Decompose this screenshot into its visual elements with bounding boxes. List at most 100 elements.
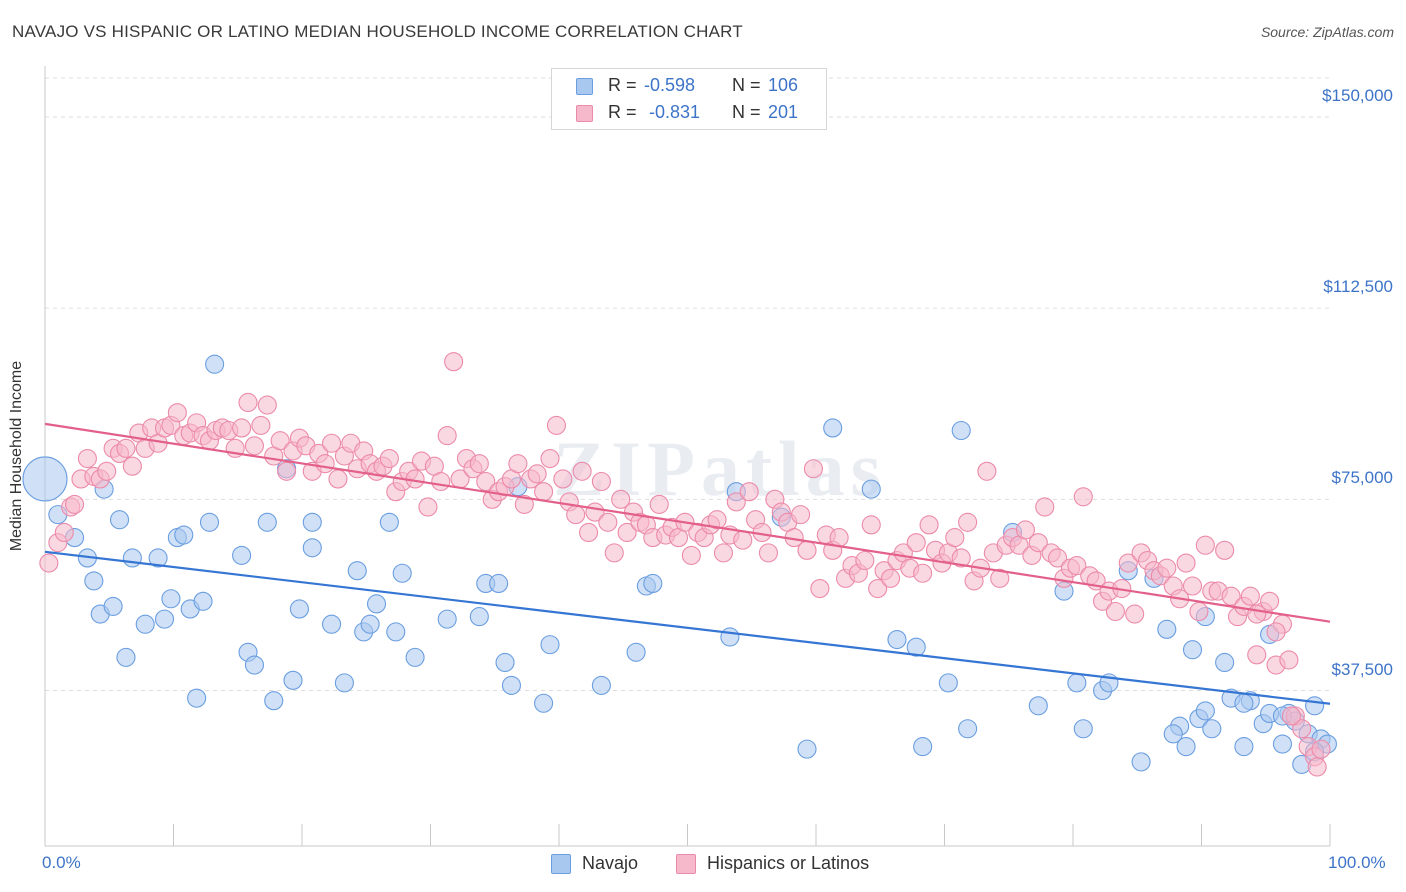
navajo-point	[495, 652, 515, 673]
hispanic-point	[1182, 576, 1203, 596]
hispanic-point	[1189, 601, 1209, 622]
hispanic-point	[990, 568, 1010, 588]
hispanic-point	[1157, 558, 1177, 578]
hispanic-point	[572, 461, 592, 481]
hispanic-point	[54, 522, 74, 543]
hispanic-point	[444, 352, 464, 372]
hispanic-point	[861, 515, 881, 535]
navajo-point	[1234, 737, 1254, 757]
navajo-point	[289, 599, 309, 619]
hispanic-point	[116, 438, 136, 458]
hispanic-point	[1247, 645, 1267, 665]
hispanic-point	[803, 459, 823, 479]
navajo-point	[302, 512, 322, 532]
navajo-point	[1176, 737, 1196, 757]
navajo-point	[469, 607, 489, 627]
navajo-point	[232, 545, 252, 565]
hispanic-point	[579, 522, 599, 543]
navajo-point	[823, 418, 843, 438]
legend-label: Hispanics or Latinos	[707, 853, 870, 873]
hispanic-point	[855, 550, 875, 571]
navajo-point	[797, 739, 817, 759]
hispanic-point	[1035, 497, 1055, 517]
navajo-point	[174, 525, 194, 545]
navajo-point	[626, 642, 646, 662]
r-label: R =	[608, 102, 637, 122]
navajo-point	[913, 737, 933, 757]
navajo-point	[489, 573, 509, 594]
navajo-point	[1073, 719, 1093, 739]
hispanic-point	[958, 512, 978, 532]
hispanic-point	[1176, 553, 1196, 573]
navajo-point	[161, 589, 181, 609]
navajo-point	[148, 548, 168, 568]
hispanic-trend-line	[44, 422, 1331, 623]
navajo-point	[501, 675, 522, 695]
hispanic-point	[681, 545, 701, 565]
hispanic-point	[431, 471, 451, 492]
y-tick-label: $150,000	[1322, 86, 1393, 105]
navajo-point	[540, 635, 560, 655]
legend-label: Navajo	[582, 853, 639, 873]
navajo-point	[1182, 640, 1203, 660]
hispanic-point	[1048, 548, 1068, 568]
n-label: N =	[732, 75, 761, 95]
hispanic-swatch	[576, 105, 593, 122]
hispanic-point	[604, 543, 624, 563]
hispanic-point	[1266, 622, 1286, 642]
hispanic-point	[1240, 586, 1260, 606]
navajo-trend-line	[44, 550, 1331, 705]
hispanic-point	[437, 426, 457, 446]
hispanic-point	[527, 464, 547, 484]
hispanic-point	[951, 548, 971, 568]
hispanic-point	[244, 436, 265, 456]
navajo-point	[906, 637, 926, 657]
navajo-point	[22, 456, 68, 502]
hispanic-point	[791, 505, 811, 525]
hispanic-point	[591, 471, 611, 492]
hispanic-point	[1028, 533, 1048, 553]
hispanic-point	[315, 454, 335, 474]
hispanic-point	[1195, 535, 1215, 555]
navajo-point	[1195, 701, 1215, 721]
navajo-point	[437, 609, 457, 629]
navajo-point	[591, 675, 611, 695]
navajo-point	[257, 512, 277, 532]
hispanic-point	[65, 494, 85, 514]
hispanic-point	[829, 528, 849, 548]
navajo-point	[199, 512, 220, 532]
hispanic-point	[277, 461, 297, 481]
hispanic-point	[868, 578, 888, 599]
hispanic-point	[1311, 739, 1331, 759]
navajo-point	[887, 629, 907, 650]
navajo-point	[244, 655, 265, 675]
navajo-point	[1215, 652, 1235, 673]
navajo-point	[720, 627, 740, 647]
hispanic-point	[1279, 650, 1299, 670]
hispanic-point	[1067, 556, 1087, 576]
y-axis-label: Median Household Income	[8, 360, 25, 552]
navajo-point	[643, 573, 663, 594]
hispanic-point	[726, 492, 746, 512]
hispanic-point	[1118, 553, 1138, 573]
navajo-point	[264, 691, 284, 711]
hispanic-point	[328, 469, 348, 489]
hispanic-point	[1260, 591, 1280, 611]
hispanic-point	[617, 522, 637, 543]
chart-title: NAVAJO VS HISPANIC OR LATINO MEDIAN HOUS…	[12, 22, 743, 41]
navajo-point	[386, 622, 406, 642]
hispanic-point	[1247, 604, 1267, 624]
navajo-point	[534, 693, 554, 713]
n-value: 201	[768, 102, 799, 122]
navajo-point	[347, 561, 367, 581]
hispanic-point	[534, 482, 554, 502]
hispanic-point	[906, 533, 926, 553]
hispanic-point	[122, 456, 142, 476]
n-label: N =	[732, 102, 761, 122]
hispanic-point	[553, 469, 573, 489]
hispanic-point	[1105, 601, 1125, 622]
hispanic-point	[880, 568, 901, 588]
navajo-point	[187, 688, 207, 708]
hispanic-point	[167, 403, 187, 423]
